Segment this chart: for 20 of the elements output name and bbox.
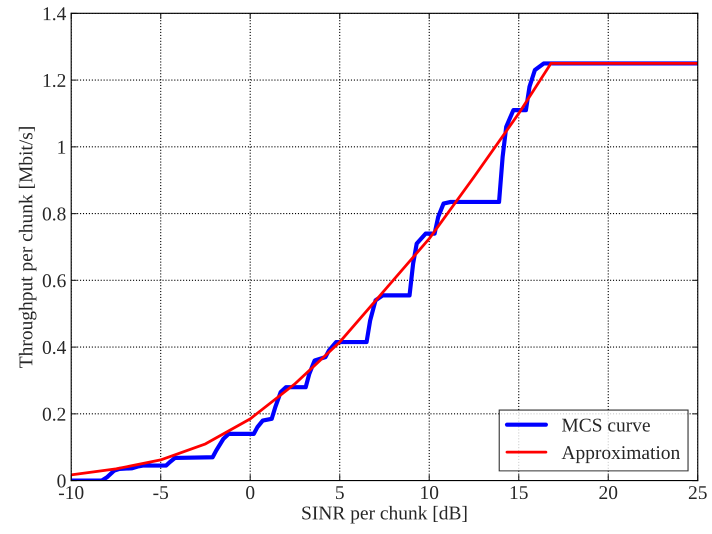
legend-label: Approximation <box>562 446 680 464</box>
y-tick-label: 1.2 <box>44 74 66 88</box>
y-tick-label: 0.2 <box>42 408 66 421</box>
x-tick-label: 15 <box>510 486 528 500</box>
x-tick-label: 25 <box>688 486 707 500</box>
x-tick-label: 5 <box>336 486 344 500</box>
x-tick-label: 20 <box>599 486 618 500</box>
y-tick-label: 1.4 <box>44 7 66 20</box>
x-tick-label: 10 <box>421 486 438 500</box>
x-tick-label: 0 <box>246 486 254 500</box>
x-tick-label: -10 <box>58 486 84 500</box>
y-tick-label: 0.6 <box>42 274 66 288</box>
y-tick-label: 1 <box>58 140 66 154</box>
y-tick-label: 0.4 <box>42 340 66 354</box>
y-tick-label: 0 <box>57 474 66 488</box>
x-axis-title: SINR per chunk [dB] <box>302 506 466 524</box>
x-tick-label: -5 <box>153 486 168 500</box>
legend-label: MCS curve <box>562 418 650 432</box>
y-tick-label: 0.8 <box>42 207 66 221</box>
y-axis-title: Throughput per chunk [Mbit/s] <box>18 127 36 368</box>
